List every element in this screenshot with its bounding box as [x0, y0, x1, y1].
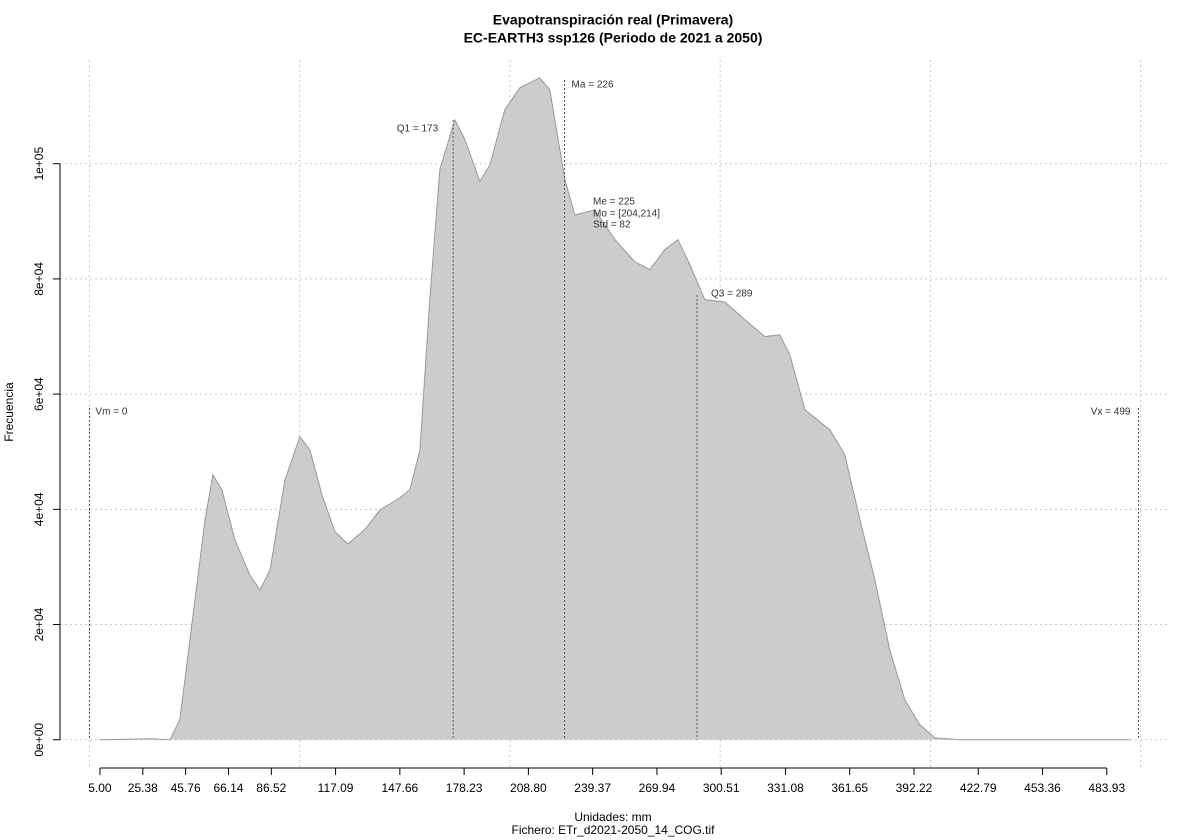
- chart-title: Evapotranspiración real (Primavera): [493, 12, 733, 28]
- annotation: Mo = [204,214]: [593, 209, 660, 220]
- x-tick-label: 147.66: [382, 781, 419, 795]
- y-tick-label: 6e+04: [32, 377, 46, 411]
- annotation: Q3 = 289: [711, 289, 753, 300]
- annotation: Q1 = 173: [397, 124, 439, 135]
- x-tick-label: 117.09: [318, 781, 354, 795]
- annotation: Vm = 0: [95, 407, 127, 418]
- y-tick-label: 8e+04: [32, 262, 46, 296]
- x-tick-label: 483.93: [1088, 781, 1125, 795]
- x-tick-label: 300.51: [703, 781, 740, 795]
- annotation: Std = 82: [593, 220, 631, 231]
- x-tick-label: 239.37: [574, 781, 611, 795]
- x-tick-label: 25.38: [128, 781, 158, 795]
- x-tick-label: 5.00: [88, 781, 112, 795]
- x-tick-label: 269.94: [639, 781, 676, 795]
- x-tick-label: 453.36: [1024, 781, 1061, 795]
- x-tick-label: 45.76: [171, 781, 201, 795]
- annotation: Vx = 499: [1091, 407, 1131, 418]
- caption: Fichero: ETr_d2021-2050_14_COG.tif: [512, 823, 716, 837]
- density-line: [99, 77, 1130, 741]
- x-tick-label: 331.08: [767, 781, 804, 795]
- y-tick-label: 0e+00: [32, 723, 46, 757]
- annotation: Me = 225: [593, 197, 635, 208]
- density-area: [99, 77, 1130, 740]
- y-tick-label: 4e+04: [32, 492, 46, 526]
- x-tick-label: 66.14: [213, 781, 243, 795]
- y-tick-label: 2e+04: [32, 607, 46, 641]
- y-axis-label: Frecuencia: [2, 382, 16, 442]
- x-tick-label: 178.23: [446, 781, 483, 795]
- chart-subtitle: EC-EARTH3 ssp126 (Periodo de 2021 a 2050…: [464, 30, 763, 46]
- x-tick-label: 392.22: [896, 781, 933, 795]
- x-tick-label: 422.79: [960, 781, 997, 795]
- annotation: Ma = 226: [572, 80, 614, 91]
- x-tick-label: 361.65: [831, 781, 868, 795]
- x-tick-label: 208.80: [510, 781, 547, 795]
- y-tick-label: 1e+05: [32, 147, 46, 181]
- x-tick-label: 86.52: [256, 781, 286, 795]
- x-axis-label: Unidades: mm: [574, 810, 651, 824]
